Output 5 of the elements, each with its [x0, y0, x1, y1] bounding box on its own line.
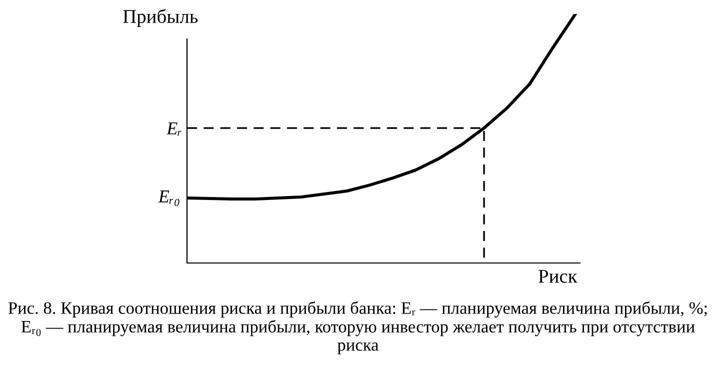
- x-axis-title: Риск: [538, 270, 578, 283]
- text: Рис. 8. Кривая соотношения риска и прибыли банка: Eᵣ — планируемая величина прибыли, %; Eᵣ₀ — планируемая величина прибыли, которую инвестор желает получить при отсутствии риска: [8, 301, 707, 354]
- ref-line-label: Eᵣ: [166, 122, 182, 136]
- y-axis-title: Прибыль: [123, 8, 198, 28]
- text: Eᵣ₀: [158, 190, 180, 206]
